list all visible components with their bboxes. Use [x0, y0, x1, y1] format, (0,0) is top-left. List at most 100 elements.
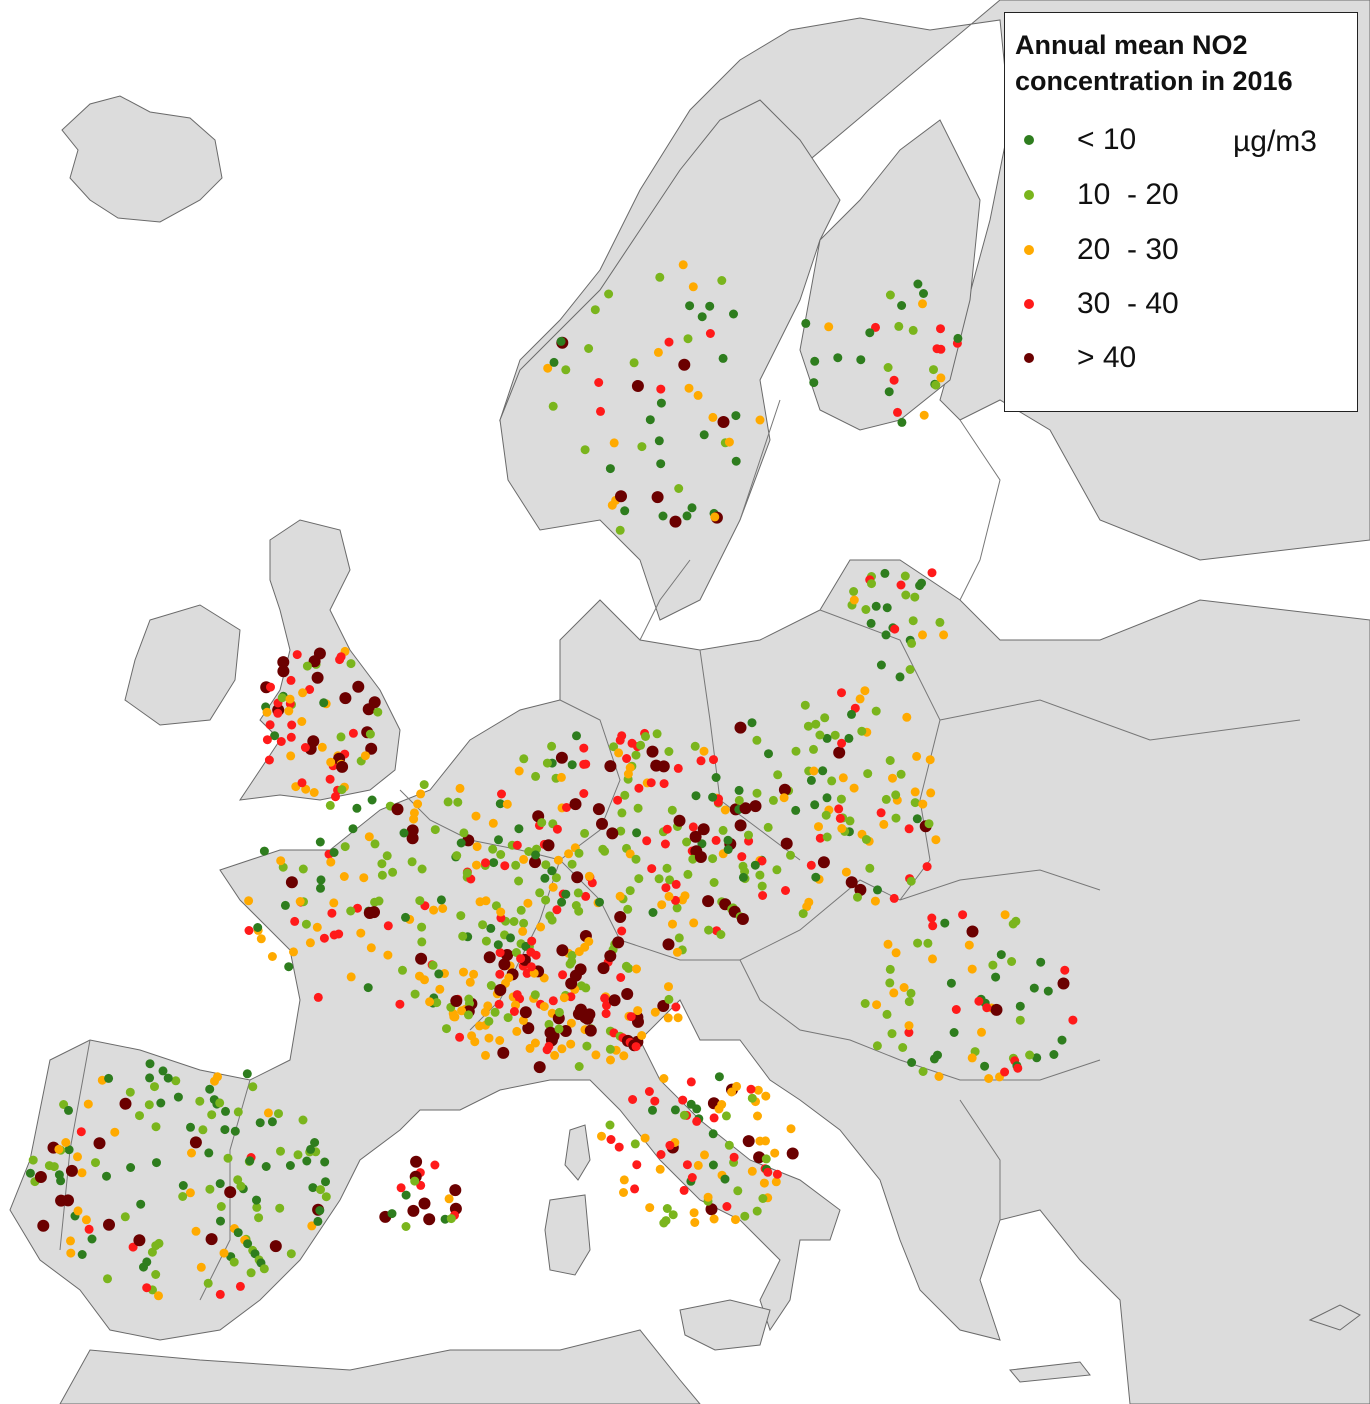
station-dot	[738, 872, 748, 882]
station-dot	[305, 938, 315, 948]
station-dot	[900, 571, 910, 581]
station-dot	[336, 652, 346, 662]
station-dot	[495, 969, 505, 979]
station-dot	[346, 906, 356, 916]
station-dot	[700, 1150, 709, 1160]
station-dot	[430, 825, 440, 835]
station-dot	[276, 737, 286, 746]
station-dot	[54, 1144, 64, 1154]
station-dot	[566, 1039, 576, 1049]
station-dot	[617, 731, 627, 741]
station-dot	[215, 1289, 225, 1299]
station-dot	[415, 971, 424, 981]
station-dot	[708, 1160, 718, 1170]
legend-item-lt10: < 10	[1005, 121, 1355, 161]
station-dot	[809, 378, 819, 388]
station-dot	[584, 871, 594, 881]
station-dot	[584, 937, 594, 946]
station-dot	[428, 960, 438, 970]
station-dot	[802, 902, 812, 912]
station-dot	[632, 828, 642, 838]
station-dot	[456, 838, 466, 848]
station-dot	[752, 735, 762, 745]
station-dot	[267, 1117, 277, 1127]
station-dot	[504, 973, 514, 983]
station-dot	[297, 778, 307, 788]
station-dot	[286, 732, 296, 742]
station-dot	[495, 948, 505, 958]
station-dot	[269, 1240, 282, 1253]
station-dot	[654, 874, 664, 884]
station-dot	[678, 358, 691, 371]
station-dot	[682, 837, 692, 847]
iceland-landmass	[61, 95, 223, 223]
station-dot	[619, 1051, 629, 1061]
station-dot	[891, 948, 901, 958]
station-dot	[906, 988, 916, 998]
station-dot	[567, 956, 577, 966]
north-africa	[59, 1329, 701, 1404]
station-dot	[1025, 1050, 1035, 1060]
station-dot	[901, 590, 911, 600]
station-dot	[480, 1007, 490, 1017]
station-dot	[629, 358, 639, 368]
station-dot	[662, 824, 672, 834]
station-dot	[518, 926, 528, 936]
station-dot	[254, 1213, 264, 1223]
station-dot	[991, 972, 1001, 982]
legend-title-line1: Annual mean NO2	[1015, 30, 1248, 60]
station-dot	[750, 860, 760, 870]
station-dot	[387, 1209, 397, 1219]
station-dot	[709, 755, 718, 765]
station-dot	[320, 1157, 330, 1167]
station-dot	[755, 415, 765, 425]
station-dot	[655, 272, 665, 282]
station-dot	[444, 1194, 454, 1204]
station-dot	[710, 512, 720, 522]
station-dot	[275, 1203, 285, 1213]
station-dot	[110, 1127, 120, 1137]
station-dot	[931, 835, 941, 845]
station-dot	[519, 1006, 532, 1019]
station-dot	[388, 867, 398, 877]
station-dot	[464, 1010, 473, 1020]
station-dot	[673, 763, 683, 773]
station-dot	[300, 743, 310, 752]
station-dot	[276, 1146, 285, 1156]
station-dot	[689, 918, 699, 928]
station-dot	[352, 680, 365, 693]
station-dot	[814, 822, 823, 832]
station-dot	[988, 960, 998, 970]
station-dot	[683, 869, 693, 879]
station-dot	[309, 788, 319, 797]
station-dot	[967, 964, 977, 974]
station-dot	[410, 1155, 423, 1168]
station-dot	[897, 301, 907, 310]
station-dot	[893, 407, 902, 417]
station-dot	[613, 795, 623, 805]
station-dot	[910, 592, 920, 602]
station-dot	[263, 1108, 273, 1118]
station-dot	[472, 860, 481, 870]
station-dot	[904, 824, 914, 834]
station-dot	[686, 1077, 696, 1087]
station-dot	[64, 1105, 73, 1115]
station-dot	[469, 969, 479, 979]
station-dot	[884, 387, 894, 397]
station-dot	[925, 755, 935, 765]
station-dot	[918, 630, 927, 640]
station-dot	[720, 1174, 730, 1184]
station-dot	[867, 579, 876, 589]
station-dot	[620, 790, 630, 800]
station-dot	[612, 936, 625, 949]
station-dot	[339, 872, 349, 881]
station-dot	[604, 289, 614, 299]
station-dot	[543, 363, 553, 373]
station-dot	[368, 906, 380, 919]
station-dot	[152, 1158, 161, 1168]
station-dot	[704, 925, 714, 935]
station-dot	[595, 897, 604, 907]
station-dot	[597, 962, 610, 975]
station-dot	[494, 984, 507, 996]
station-dot	[815, 833, 825, 843]
